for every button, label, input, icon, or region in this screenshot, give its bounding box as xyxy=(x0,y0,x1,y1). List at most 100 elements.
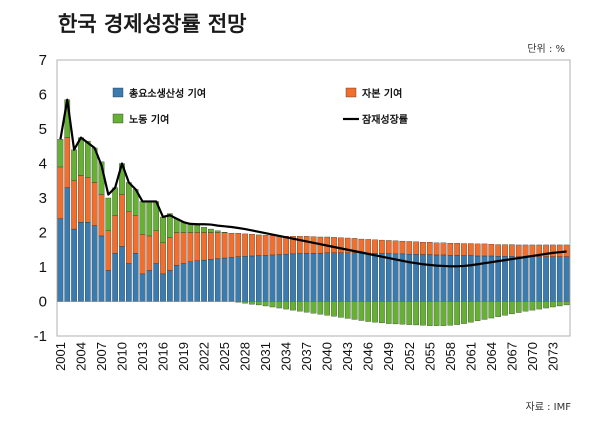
bar-capital-2042 xyxy=(338,237,344,254)
bar-capital-2057 xyxy=(440,242,447,256)
bar-tfp-2050 xyxy=(392,253,399,302)
bar-tfp-2017 xyxy=(167,270,173,302)
bar-tfp-2045 xyxy=(358,253,365,302)
x-tick-label: 2010 xyxy=(114,342,129,371)
x-tick-label: 2058 xyxy=(443,342,458,371)
legend-swatch-tfp xyxy=(112,87,124,98)
x-tick-label: 2016 xyxy=(156,342,171,371)
bar-tfp-2033 xyxy=(276,254,283,302)
bar-tfp-2011 xyxy=(126,263,132,302)
bar-capital-2051 xyxy=(399,240,406,255)
bar-tfp-2044 xyxy=(351,252,358,302)
bar-tfp-2022 xyxy=(201,259,207,302)
bar-labor-2034 xyxy=(283,301,289,310)
bar-capital-2033 xyxy=(276,235,283,255)
bar-capital-2001 xyxy=(57,166,64,219)
bar-capital-2047 xyxy=(372,239,378,254)
x-tick-label: 2037 xyxy=(299,342,314,371)
bar-capital-2003 xyxy=(71,180,77,230)
bar-labor-2039 xyxy=(317,301,324,315)
bar-capital-2007 xyxy=(98,194,105,237)
bar-labor-2062 xyxy=(474,301,481,321)
bar-capital-2016 xyxy=(160,242,166,275)
x-tick-label: 2061 xyxy=(463,342,478,371)
bar-labor-2063 xyxy=(481,301,488,320)
bar-labor-2051 xyxy=(399,301,406,325)
bar-tfp-2005 xyxy=(84,221,91,302)
y-tick-label: 0 xyxy=(39,294,47,311)
bar-tfp-2057 xyxy=(440,254,447,302)
bar-capital-2038 xyxy=(310,236,317,254)
bar-labor-2020 xyxy=(187,223,194,233)
x-tick-label: 2031 xyxy=(258,342,273,371)
bar-tfp-2030 xyxy=(255,255,262,302)
bar-tfp-2066 xyxy=(502,256,508,302)
bar-tfp-2071 xyxy=(536,256,543,302)
bar-tfp-2025 xyxy=(221,257,228,302)
bar-tfp-2048 xyxy=(379,253,385,302)
bar-capital-2041 xyxy=(331,237,337,254)
bar-capital-2066 xyxy=(502,244,508,257)
bar-tfp-2038 xyxy=(310,253,317,302)
bar-labor-2049 xyxy=(385,301,392,324)
bar-tfp-2014 xyxy=(146,270,153,302)
y-tick-label: 4 xyxy=(39,156,47,173)
bar-tfp-2036 xyxy=(296,253,303,302)
bar-labor-2048 xyxy=(379,301,385,324)
bar-labor-2025 xyxy=(221,232,228,234)
bar-labor-2053 xyxy=(413,301,419,326)
bar-labor-2017 xyxy=(167,213,173,238)
legend-label-tfp: 총요소생산성 기여 xyxy=(129,87,206,100)
bar-capital-2002 xyxy=(64,137,71,188)
bar-tfp-2049 xyxy=(385,253,392,302)
bar-tfp-2035 xyxy=(290,253,296,302)
bar-capital-2056 xyxy=(433,242,440,256)
bar-labor-2036 xyxy=(296,301,303,312)
bar-capital-2050 xyxy=(392,240,399,255)
y-tick-label: 5 xyxy=(39,121,47,138)
bar-capital-2012 xyxy=(132,215,139,254)
bar-capital-2011 xyxy=(126,211,132,264)
bar-labor-2060 xyxy=(461,301,467,324)
bar-tfp-2059 xyxy=(454,255,460,302)
bar-labor-2014 xyxy=(146,201,153,237)
bar-labor-2023 xyxy=(208,228,214,233)
bar-capital-2043 xyxy=(344,237,351,254)
bar-labor-2061 xyxy=(467,301,474,323)
bar-tfp-2043 xyxy=(344,252,351,302)
bar-labor-2031 xyxy=(262,301,269,307)
bar-labor-2071 xyxy=(536,301,543,310)
y-axis: -1 0 1 2 3 4 5 6 7 xyxy=(34,52,47,345)
x-tick-label: 2067 xyxy=(504,342,519,371)
bar-capital-2004 xyxy=(78,175,84,223)
chart-title: 한국 경제성장률 전망 xyxy=(58,12,247,36)
bar-labor-2068 xyxy=(515,301,522,313)
x-tick-label: 2022 xyxy=(197,342,212,371)
bar-capital-2061 xyxy=(467,243,474,256)
bar-tfp-2065 xyxy=(495,256,502,302)
bar-capital-2022 xyxy=(201,232,207,261)
y-tick-label: 2 xyxy=(39,225,47,242)
x-tick-label: 2046 xyxy=(361,342,376,371)
bar-labor-2070 xyxy=(529,301,536,311)
bar-tfp-2073 xyxy=(550,256,556,302)
bar-labor-2016 xyxy=(160,216,166,244)
bar-labor-2021 xyxy=(194,225,201,233)
bar-capital-2025 xyxy=(221,232,228,259)
bar-labor-2067 xyxy=(509,301,515,315)
bar-capital-2021 xyxy=(194,232,201,261)
line-potential xyxy=(59,98,567,268)
bar-tfp-2009 xyxy=(112,253,118,302)
bar-tfp-2037 xyxy=(303,253,310,302)
bar-capital-2067 xyxy=(509,244,515,257)
bar-tfp-2041 xyxy=(331,252,337,302)
bar-tfp-2008 xyxy=(105,270,112,302)
bar-capital-2048 xyxy=(379,239,385,254)
bar-capital-2015 xyxy=(153,230,159,264)
bar-tfp-2012 xyxy=(132,253,139,302)
bar-capital-2034 xyxy=(283,236,289,255)
bar-labor-2054 xyxy=(420,301,426,326)
bar-tfp-2046 xyxy=(365,253,372,302)
bar-labor-2037 xyxy=(303,301,310,313)
